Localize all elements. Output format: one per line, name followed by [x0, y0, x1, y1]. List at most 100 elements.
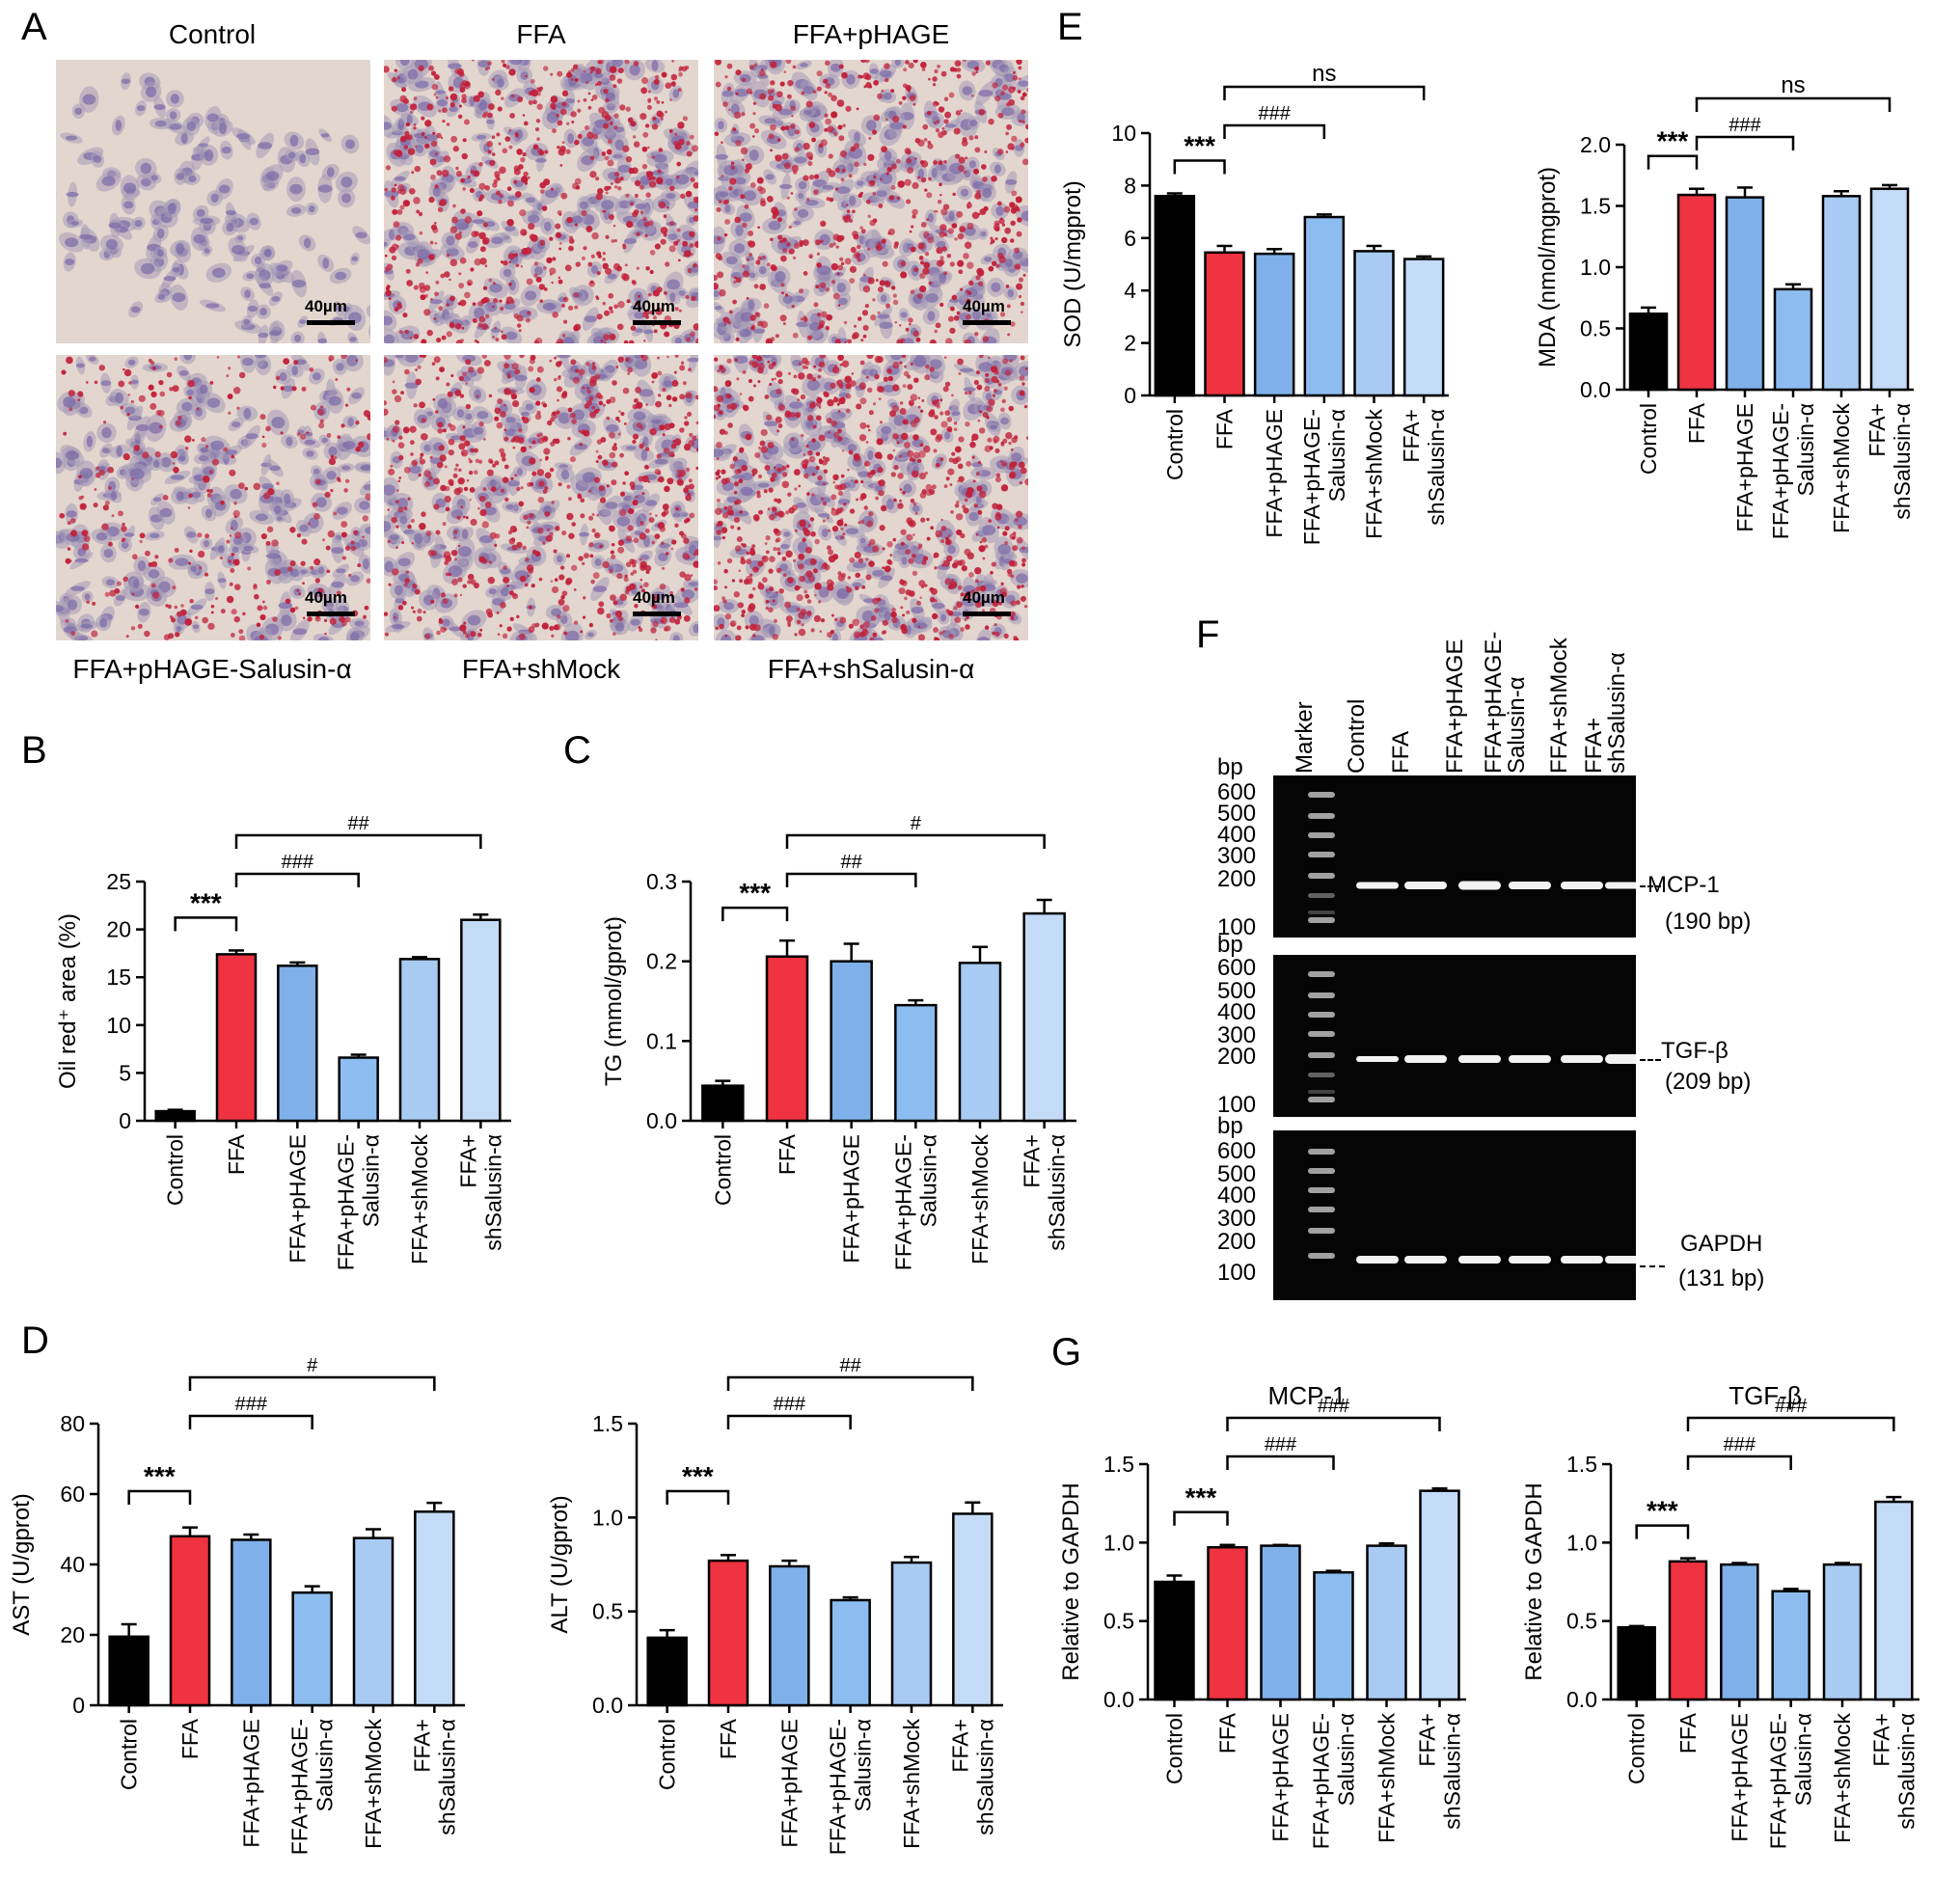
lipid-droplet	[870, 179, 876, 186]
nucleus	[303, 237, 312, 249]
lipid-droplet	[477, 506, 480, 510]
nucleus	[218, 184, 231, 194]
lipid-droplet	[519, 575, 527, 583]
nucleus	[612, 153, 623, 159]
lipid-droplet	[587, 489, 591, 493]
lipid-droplet	[602, 301, 607, 306]
lipid-droplet	[916, 176, 921, 179]
lipid-droplet	[674, 143, 682, 150]
lipid-droplet	[521, 176, 529, 183]
nucleus	[226, 223, 234, 232]
lipid-droplet	[577, 494, 583, 500]
lipid-droplet	[107, 485, 112, 490]
lipid-droplet	[449, 258, 458, 267]
lipid-droplet	[481, 355, 487, 359]
lipid-droplet	[545, 457, 549, 461]
lipid-droplet	[640, 77, 649, 85]
lipid-droplet	[557, 614, 561, 619]
lipid-droplet	[81, 530, 89, 537]
nucleus	[168, 122, 182, 130]
lipid-droplet	[941, 630, 946, 634]
lipid-droplet	[843, 320, 848, 325]
lipid-droplet	[594, 373, 601, 380]
nucleus	[516, 468, 524, 476]
lipid-droplet	[1020, 142, 1025, 148]
lipid-droplet	[663, 291, 667, 295]
lipid-droplet	[511, 544, 518, 551]
nucleus	[264, 248, 272, 258]
lipid-droplet	[598, 400, 604, 406]
nucleus	[800, 63, 808, 68]
lipid-droplet	[953, 127, 961, 135]
lipid-droplet	[716, 498, 721, 503]
lipid-droplet	[577, 133, 583, 140]
lipid-droplet	[440, 273, 446, 279]
nucleus	[474, 426, 484, 435]
nucleus	[724, 204, 731, 213]
lipid-droplet	[939, 224, 947, 231]
lipid-droplet	[628, 340, 635, 343]
lipid-droplet	[879, 177, 883, 181]
nucleus	[544, 189, 558, 199]
lipid-droplet	[524, 583, 529, 587]
lipid-droplet	[695, 466, 698, 470]
lipid-droplet	[1010, 238, 1015, 243]
lipid-droplet	[673, 438, 682, 446]
nucleus	[115, 392, 124, 404]
lipid-droplet	[803, 175, 809, 181]
lipid-droplet	[506, 626, 512, 632]
lipid-droplet	[753, 284, 759, 289]
lipid-droplet	[603, 310, 611, 316]
lipid-droplet	[428, 476, 433, 480]
lipid-droplet	[438, 306, 444, 312]
lipid-droplet	[513, 253, 518, 258]
lipid-droplet	[904, 148, 912, 154]
lipid-droplet	[974, 66, 979, 71]
lipid-droplet	[665, 625, 671, 632]
lipid-droplet	[598, 601, 605, 608]
nucleus	[574, 443, 588, 450]
nucleus	[159, 507, 173, 518]
lipid-droplet	[613, 443, 617, 447]
lipid-droplet	[926, 111, 932, 116]
lipid-droplet	[154, 555, 159, 559]
nucleus	[221, 147, 231, 154]
lipid-droplet	[561, 334, 566, 338]
lipid-droplet	[590, 579, 595, 584]
nucleus	[614, 622, 625, 632]
lipid-droplet	[522, 417, 530, 424]
lipid-droplet	[403, 506, 408, 511]
nucleus	[831, 633, 838, 640]
lipid-droplet	[559, 108, 567, 116]
nucleus	[138, 608, 150, 616]
lipid-droplet	[910, 289, 915, 295]
lipid-droplet	[491, 135, 496, 139]
lipid-droplet	[482, 296, 489, 303]
lipid-droplet	[639, 557, 642, 561]
nucleus	[789, 401, 803, 409]
lipid-droplet	[301, 538, 308, 545]
nucleus	[929, 359, 942, 369]
lipid-droplet	[1021, 311, 1023, 313]
lipid-droplet	[779, 81, 785, 87]
lipid-droplet	[927, 140, 932, 145]
lipid-droplet	[445, 572, 449, 577]
lipid-droplet	[611, 543, 615, 547]
nucleus	[733, 243, 746, 254]
lipid-droplet	[536, 469, 545, 476]
lipid-droplet	[518, 428, 523, 433]
lipid-droplet	[434, 184, 439, 189]
nucleus	[254, 355, 267, 359]
nucleus	[739, 328, 750, 338]
lipid-droplet	[834, 339, 841, 343]
lipid-droplet	[605, 191, 609, 195]
lipid-droplet	[168, 633, 175, 639]
lipid-droplet	[479, 246, 486, 253]
lipid-droplet	[859, 74, 863, 79]
lipid-droplet	[413, 96, 418, 100]
lipid-droplet	[486, 469, 494, 476]
lipid-droplet	[635, 387, 641, 394]
lipid-droplet	[455, 171, 463, 177]
lipid-droplet	[865, 73, 872, 81]
nucleus	[457, 546, 472, 557]
